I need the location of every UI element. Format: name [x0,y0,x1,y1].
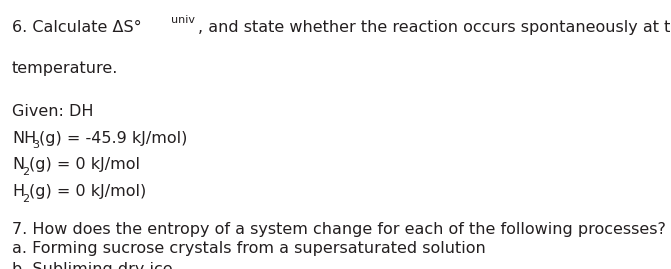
Text: 6. Calculate ΔS°: 6. Calculate ΔS° [12,20,142,35]
Text: b. Subliming dry ice: b. Subliming dry ice [12,262,172,269]
Text: 2: 2 [22,167,29,177]
Text: a. Forming sucrose crystals from a supersaturated solution: a. Forming sucrose crystals from a super… [12,241,486,256]
Text: 2: 2 [22,194,29,204]
Text: NH: NH [12,130,36,146]
Text: (g) = 0 kJ/mol: (g) = 0 kJ/mol [29,157,140,172]
Text: univ: univ [170,16,195,26]
Text: temperature.: temperature. [12,61,119,76]
Text: (g) = 0 kJ/mol): (g) = 0 kJ/mol) [29,184,146,199]
Text: (g) = -45.9 kJ/mol): (g) = -45.9 kJ/mol) [39,130,187,146]
Text: , and state whether the reaction occurs spontaneously at this: , and state whether the reaction occurs … [198,20,671,35]
Text: 7. How does the entropy of a system change for each of the following processes?: 7. How does the entropy of a system chan… [12,222,666,237]
Text: N: N [12,157,24,172]
Text: H: H [12,184,24,199]
Text: Given: DH: Given: DH [12,104,93,119]
Text: 3: 3 [32,140,39,150]
